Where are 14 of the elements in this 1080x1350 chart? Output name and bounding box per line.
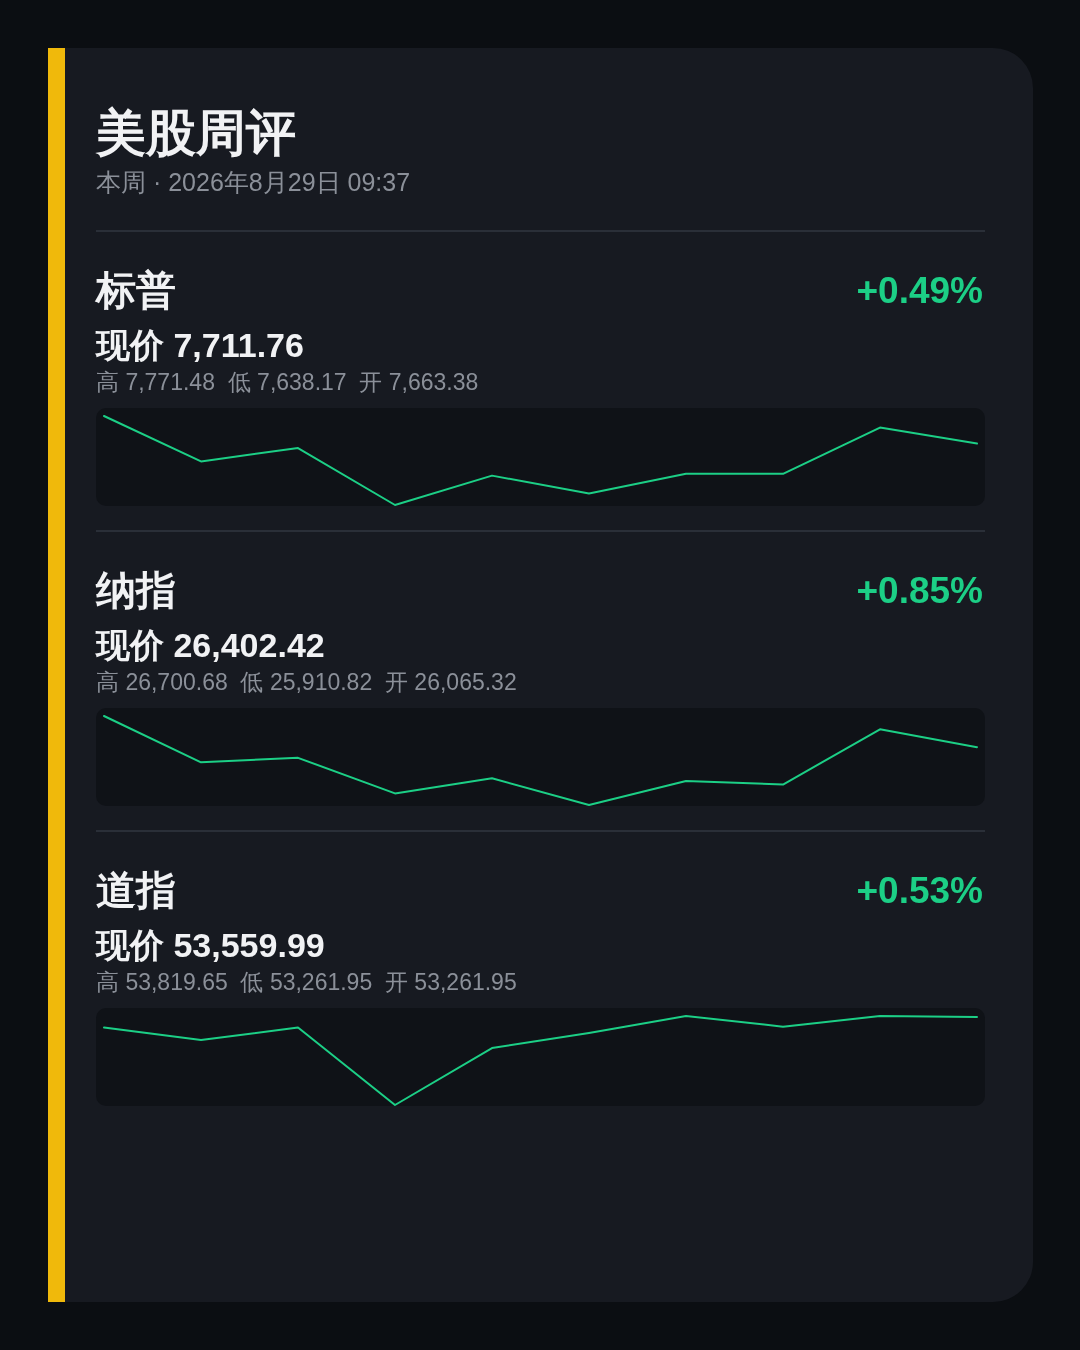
text: 高 53,819.65 低 53,261.95 开 53,261.95 (96, 969, 517, 995)
text: 现价 26,402.42 (94, 626, 325, 664)
text: +0.49% (856, 270, 983, 311)
text: 高 26,700.68 低 25,910.82 开 26,065.32 (96, 669, 517, 695)
text: 现价 53,559.99 (94, 926, 325, 964)
text: 纳指 (95, 568, 176, 612)
text: 高 7,771.48 低 7,638.17 开 7,663.38 (96, 369, 479, 395)
text: 道指 (96, 868, 176, 912)
text: +0.85% (856, 570, 983, 611)
text: 美股周评 (95, 105, 296, 161)
text: 本周 · 2026年8月29日 09:37 (96, 168, 411, 196)
text: +0.53% (856, 870, 983, 911)
text: 标普 (94, 268, 176, 312)
text: 现价 7,711.76 (94, 326, 304, 364)
